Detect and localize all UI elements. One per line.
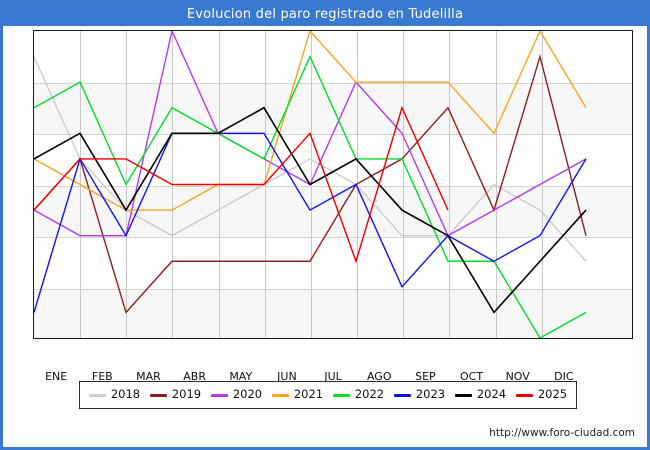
legend-item-2023[interactable]: 2023 bbox=[393, 387, 446, 402]
x-axis-tick-label: ABR bbox=[183, 370, 206, 383]
legend-item-label: 2024 bbox=[476, 387, 507, 402]
plot-wrapper: 26242220181614 ENEFEBMARABRMAYJUNJULAGOS… bbox=[33, 30, 633, 383]
legend-item-2024[interactable]: 2024 bbox=[454, 387, 507, 402]
x-axis-tick-label: OCT bbox=[460, 370, 484, 383]
legend-item-label: 2025 bbox=[537, 387, 568, 402]
plot-band bbox=[34, 185, 632, 237]
x-axis-tick-label: FEB bbox=[91, 370, 113, 383]
series-line-2023 bbox=[34, 133, 586, 312]
chart-plot-area bbox=[33, 30, 633, 339]
gridline-vertical bbox=[403, 31, 404, 338]
gridline-horizontal bbox=[34, 289, 632, 290]
plot-band bbox=[34, 288, 632, 338]
gridline-horizontal bbox=[34, 186, 632, 187]
gridline-vertical bbox=[265, 31, 266, 338]
chart-legend: 2018 2019 2020 2021 2022 2023 2024 2025 bbox=[79, 381, 577, 409]
legend-swatch-icon bbox=[393, 393, 411, 397]
legend-item-2022[interactable]: 2022 bbox=[332, 387, 385, 402]
gridline-vertical bbox=[449, 31, 450, 338]
x-axis-tick-label: SEP bbox=[415, 370, 436, 383]
legend-item-label: 2023 bbox=[415, 387, 446, 402]
gridline-vertical bbox=[542, 31, 543, 338]
legend-item-label: 2019 bbox=[171, 387, 202, 402]
gridline-horizontal bbox=[34, 83, 632, 84]
legend-item-label: 2020 bbox=[232, 387, 263, 402]
legend-swatch-icon bbox=[454, 393, 472, 397]
legend-item-label: 2018 bbox=[110, 387, 141, 402]
legend-swatch-icon bbox=[515, 393, 533, 397]
band-layer bbox=[34, 31, 632, 338]
series-layer bbox=[34, 31, 632, 338]
gridline-horizontal bbox=[34, 237, 632, 238]
window-title-bar: Evolucion del paro registrado en Tudelil… bbox=[3, 3, 647, 26]
gridline-vertical bbox=[357, 31, 358, 338]
x-axis-tick-label: JUN bbox=[277, 370, 297, 383]
x-axis-tick-label: MAY bbox=[229, 370, 253, 383]
x-axis-tick-label: NOV bbox=[505, 370, 530, 383]
gridline-vertical bbox=[496, 31, 497, 338]
series-line-2024 bbox=[34, 108, 586, 313]
x-axis-tick-label: JUL bbox=[324, 370, 342, 383]
legend-item-label: 2022 bbox=[354, 387, 385, 402]
x-axis-tick-label: AGO bbox=[366, 370, 392, 383]
legend-item-2019[interactable]: 2019 bbox=[149, 387, 202, 402]
legend-swatch-icon bbox=[149, 393, 167, 397]
series-line-2022 bbox=[34, 57, 586, 338]
x-axis-tick-label: ENE bbox=[45, 370, 68, 383]
legend-swatch-icon bbox=[271, 393, 289, 397]
legend-item-2018[interactable]: 2018 bbox=[88, 387, 141, 402]
legend-item-2025[interactable]: 2025 bbox=[515, 387, 568, 402]
legend-item-2020[interactable]: 2020 bbox=[210, 387, 263, 402]
x-axis-tick-label: MAR bbox=[136, 370, 161, 383]
legend-swatch-icon bbox=[332, 393, 350, 397]
series-line-2025 bbox=[34, 108, 448, 262]
legend-item-2021[interactable]: 2021 bbox=[271, 387, 324, 402]
x-axis-tick-label: DIC bbox=[554, 370, 574, 383]
page-title: Evolucion del paro registrado en Tudelil… bbox=[186, 7, 464, 22]
legend-swatch-icon bbox=[88, 393, 106, 397]
legend-swatch-icon bbox=[210, 393, 228, 397]
legend-item-label: 2021 bbox=[293, 387, 324, 402]
source-url: http://www.foro-ciudad.com bbox=[489, 427, 635, 439]
